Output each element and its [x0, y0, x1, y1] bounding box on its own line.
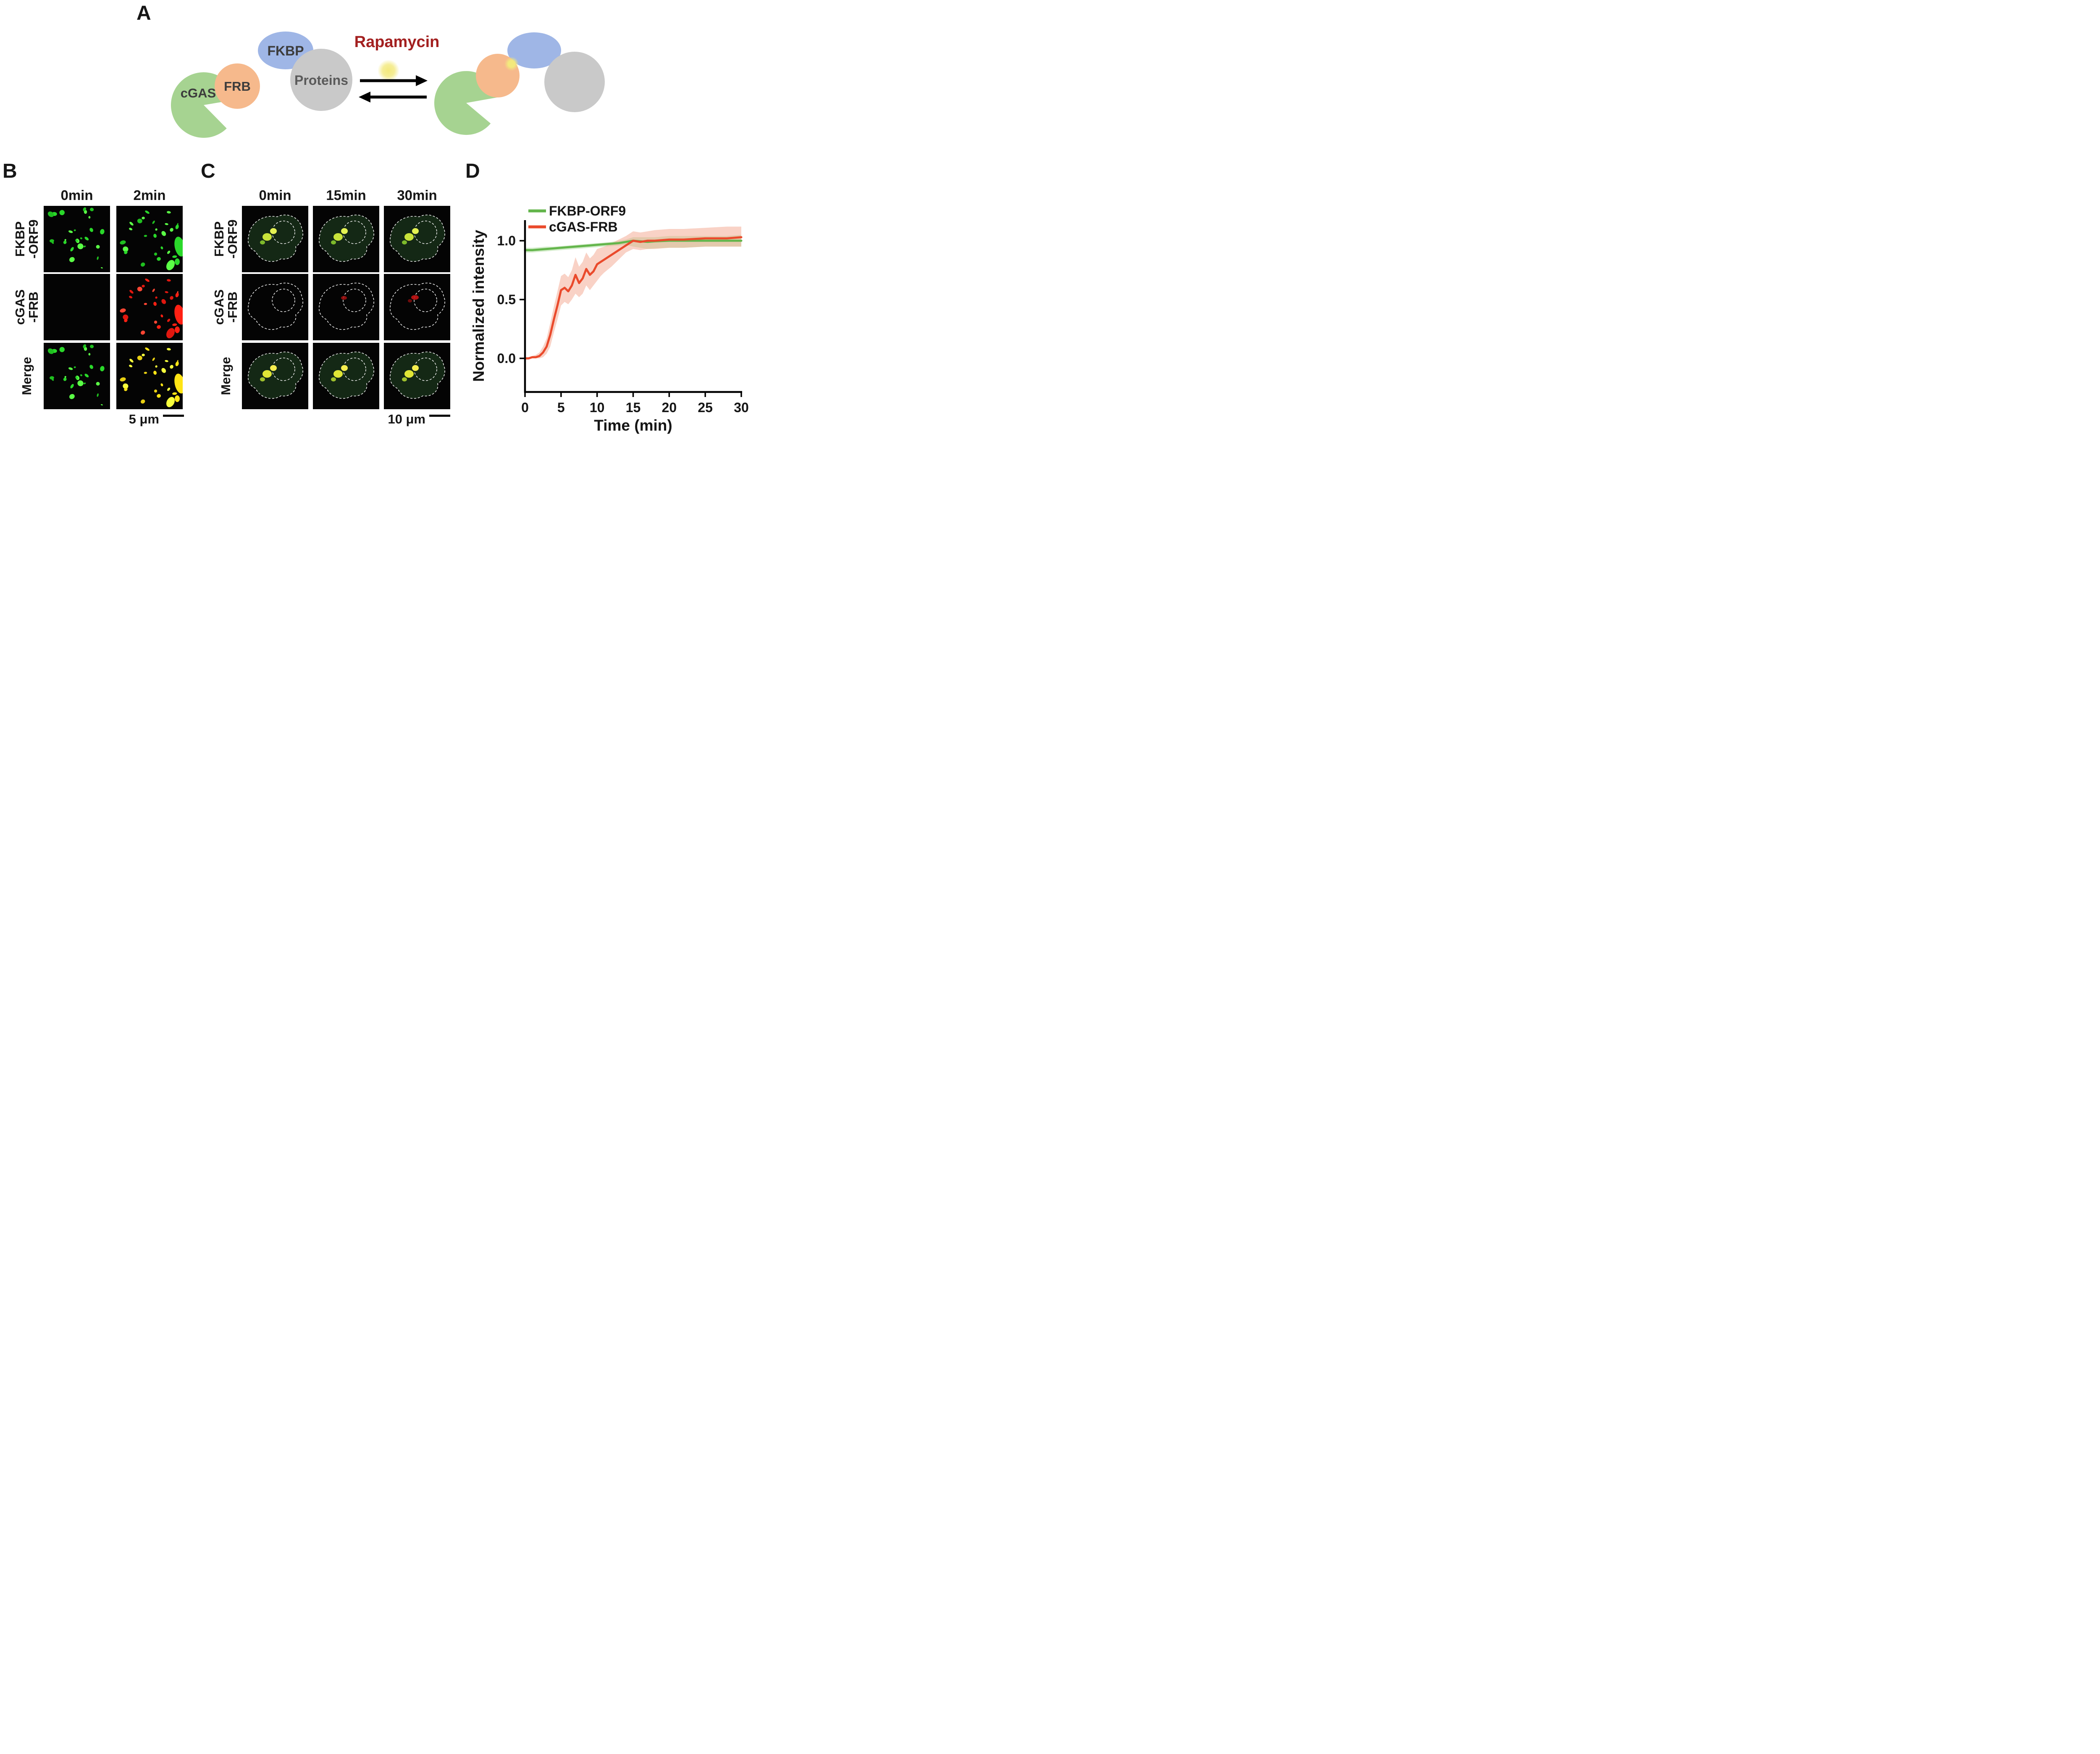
- x-tick-label: 20: [662, 400, 677, 415]
- panel-a-diagram: cGAS FRB FKBP Proteins Rapamycin: [171, 32, 605, 138]
- panel-b-scalebar: 5 μm: [123, 412, 184, 427]
- panel-c-label: C: [201, 160, 215, 182]
- panel-c-image-r2c3: [384, 274, 450, 340]
- cell-outline: [247, 214, 303, 262]
- cell-outline: [318, 351, 374, 399]
- x-axis-label: Time (min): [594, 417, 672, 434]
- panel-c-header-30min: 30min: [397, 187, 437, 203]
- forward-arrow-head: [416, 75, 428, 86]
- panel-c-scalebar-label: 10 μm: [388, 412, 425, 426]
- panel-c-scalebar: 10 μm: [385, 412, 450, 427]
- x-tick-label: 15: [626, 400, 641, 415]
- nucleus-outline: [414, 289, 437, 312]
- legend-label-cGAS-FRB: cGAS-FRB: [549, 219, 618, 234]
- panel-b-image-r2c2: [116, 274, 183, 340]
- panel-c-header-0min: 0min: [259, 187, 291, 203]
- chart-line-cGAS-FRB: [524, 236, 743, 360]
- panel-c-image-r2c1: [242, 274, 308, 340]
- rapamycin-label: Rapamycin: [354, 33, 440, 51]
- panel-b-image-r1c1: [44, 206, 110, 272]
- reverse-arrow-head: [359, 92, 370, 103]
- cgas-label: cGAS: [181, 86, 216, 100]
- x-tick-label: 25: [698, 400, 713, 415]
- panel-c-rowlabel-3: Merge: [218, 357, 233, 395]
- x-tick-label: 0: [521, 400, 529, 415]
- x-tick-label: 30: [734, 400, 748, 415]
- panel-b-rowlabel-3: Merge: [19, 357, 34, 395]
- panel-b-rowlabel-1: FKBP -ORF9: [13, 219, 41, 259]
- panel-c-image-r1c1: [242, 206, 308, 272]
- panel-c-rowlabel-1: FKBP -ORF9: [212, 219, 240, 259]
- fkbp-label: FKBP: [267, 43, 304, 58]
- cell-outline: [247, 351, 303, 399]
- panel-b-image-r3c1: [44, 343, 110, 409]
- frb-label: FRB: [224, 79, 251, 94]
- rapamycin-dot: [378, 60, 399, 82]
- cell-outline: [389, 214, 445, 262]
- legend-label-FKBP-ORF9: FKBP-ORF9: [549, 203, 626, 218]
- cell-outline: [389, 351, 445, 399]
- nucleus-outline: [272, 289, 295, 312]
- panel-b-header-2min: 2min: [133, 187, 166, 203]
- cell-outline: [318, 214, 374, 262]
- panel-c-image-r3c1: [242, 343, 308, 409]
- panel-a-label: A: [136, 2, 151, 24]
- panel-b-rowlabel-2: cGAS -FRB: [13, 289, 41, 325]
- panel-c-image-r1c3: [384, 206, 450, 272]
- panel-b-scalebar-label: 5 μm: [129, 412, 159, 426]
- figure-root: A cGAS FRB FKBP Proteins Rapamycin B 5 μm C …: [0, 0, 748, 439]
- y-tick-label: 0.5: [497, 292, 516, 307]
- panel-c-image-r3c3: [384, 343, 450, 409]
- x-tick-label: 5: [557, 400, 565, 415]
- complex-proteins-circle: [544, 52, 605, 112]
- panel-c-image-r1c2: [313, 206, 379, 272]
- cell-outline: [318, 282, 374, 330]
- panel-b-image-r2c1: [44, 274, 110, 340]
- y-tick-label: 1.0: [497, 233, 516, 248]
- panel-c-header-15min: 15min: [326, 187, 366, 203]
- chart-line-FKBP-ORF9: [524, 239, 743, 251]
- panel-b-header-0min: 0min: [60, 187, 93, 203]
- panel-b-scalebar-line: [163, 415, 184, 417]
- panel-d-chart: 0.0 0.5 1.0 0 5 10 15 20 25 30 Time (min) Normalize…: [470, 203, 748, 434]
- proteins-circle: [290, 49, 352, 111]
- proteins-label: Proteins: [294, 73, 348, 88]
- nucleus-outline: [343, 289, 366, 312]
- panel-b-image-r3c2: [116, 343, 183, 409]
- panel-b-image-r1c2: [116, 206, 183, 272]
- x-tick-label: 10: [590, 400, 605, 415]
- panel-b-label: B: [3, 160, 17, 182]
- frb-circle: [215, 63, 260, 109]
- complex-fkbp-ellipse: [507, 32, 561, 68]
- panel-d-label: D: [465, 160, 480, 182]
- panel-c-scalebar-line: [429, 415, 450, 417]
- y-axis-label: Normalized intensity: [470, 230, 487, 382]
- cell-outline: [247, 282, 303, 330]
- panel-c-image-r2c2: [313, 274, 379, 340]
- y-tick-label: 0.0: [497, 351, 516, 366]
- panel-c-rowlabel-2: cGAS -FRB: [212, 289, 240, 325]
- complex-rapamycin-core: [508, 60, 515, 68]
- cell-outline: [389, 282, 445, 330]
- panel-c-image-r3c2: [313, 343, 379, 409]
